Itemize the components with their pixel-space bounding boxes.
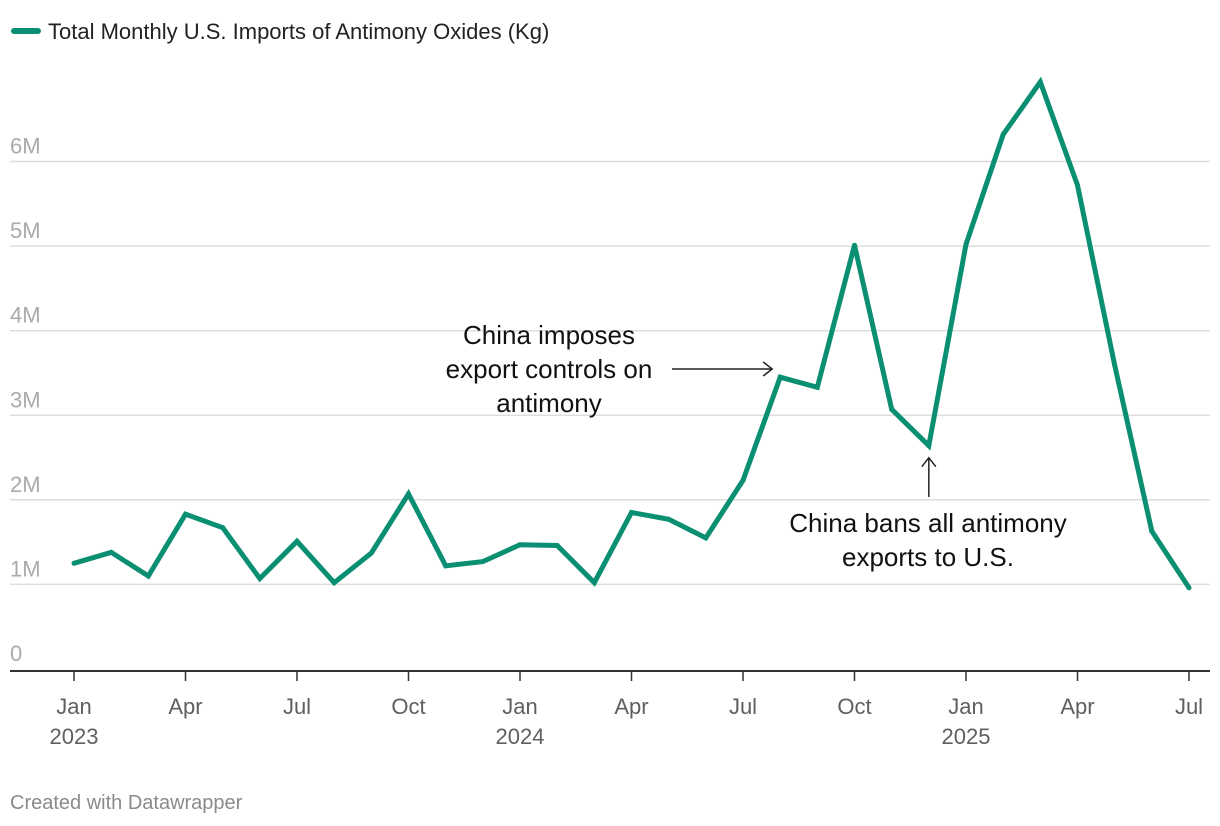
series-layer — [71, 76, 1192, 591]
annotation-text-line: China bans all antimony — [789, 508, 1067, 538]
data-point — [554, 543, 560, 548]
data-point — [703, 535, 709, 541]
annotations: China imposes export controls on antimony C… — [446, 320, 1067, 572]
data-point — [517, 542, 523, 548]
data-point — [777, 374, 783, 380]
data-point — [331, 580, 337, 586]
data-point — [294, 538, 300, 544]
data-point — [852, 242, 857, 248]
x-tick-label: Apr — [614, 694, 648, 719]
data-point — [629, 510, 634, 515]
data-point — [443, 563, 449, 569]
data-point — [183, 511, 188, 517]
data-point — [1000, 131, 1006, 137]
data-point — [368, 550, 374, 556]
data-point — [257, 576, 263, 581]
y-tick-label: 5M — [10, 218, 41, 243]
annotation-text-line: exports to U.S. — [842, 542, 1014, 572]
data-point — [71, 560, 77, 566]
gridlines — [10, 160, 1210, 586]
legend: Total Monthly U.S. Imports of Antimony O… — [11, 19, 549, 44]
x-tick-label: Jul — [1175, 694, 1203, 719]
data-point — [108, 549, 114, 555]
x-tick-label: Oct — [391, 694, 425, 719]
data-point — [220, 525, 226, 531]
x-tick-label: Jul — [283, 694, 311, 719]
data-point — [406, 491, 411, 497]
x-tick-year-label: 2025 — [942, 724, 991, 749]
y-tick-label: 6M — [10, 134, 41, 159]
data-point — [740, 477, 746, 483]
annotation-text-line: antimony — [496, 388, 602, 418]
x-tick-label: Jan — [948, 694, 983, 719]
annotation-arrowhead — [921, 456, 937, 468]
data-point — [1075, 182, 1080, 188]
x-tick-label: Jan — [502, 694, 537, 719]
data-point — [963, 241, 969, 247]
legend-label: Total Monthly U.S. Imports of Antimony O… — [48, 19, 549, 44]
data-point — [145, 573, 151, 579]
x-tick-label: Oct — [837, 694, 871, 719]
data-point — [1037, 79, 1043, 85]
data-point — [814, 384, 820, 390]
y-axis-tick-labels: 0 1M 2M 3M 4M 5M 6M — [10, 134, 41, 667]
y-tick-label: 3M — [10, 387, 41, 412]
footer-credit: Created with Datawrapper — [10, 792, 243, 814]
x-axis-tick-labels: Jan 2023 Apr Jul Oct Jan 2024 Apr Jul Oct Jan 2025 A… — [50, 671, 1203, 749]
data-point — [666, 516, 672, 522]
annotation-arrowhead — [762, 361, 774, 377]
data-point — [1186, 585, 1192, 591]
y-tick-label: 4M — [10, 303, 41, 328]
x-tick-year-label: 2023 — [50, 724, 99, 749]
data-point — [1112, 362, 1118, 368]
x-tick-year-label: 2024 — [496, 724, 545, 749]
data-point — [889, 406, 895, 412]
x-tick-label: Apr — [1060, 694, 1094, 719]
x-tick-label: Jan — [56, 694, 91, 719]
x-tick-label: Apr — [168, 694, 202, 719]
y-tick-label: 0 — [10, 641, 22, 666]
y-tick-label: 1M — [10, 556, 41, 581]
y-tick-label: 2M — [10, 472, 41, 497]
data-point — [1149, 528, 1155, 534]
data-point — [591, 580, 597, 586]
annotation-text-line: export controls on — [446, 354, 653, 384]
annotation-text-line: China imposes — [463, 320, 635, 350]
x-tick-label: Jul — [729, 694, 757, 719]
data-point — [926, 443, 932, 449]
data-point — [480, 559, 486, 565]
